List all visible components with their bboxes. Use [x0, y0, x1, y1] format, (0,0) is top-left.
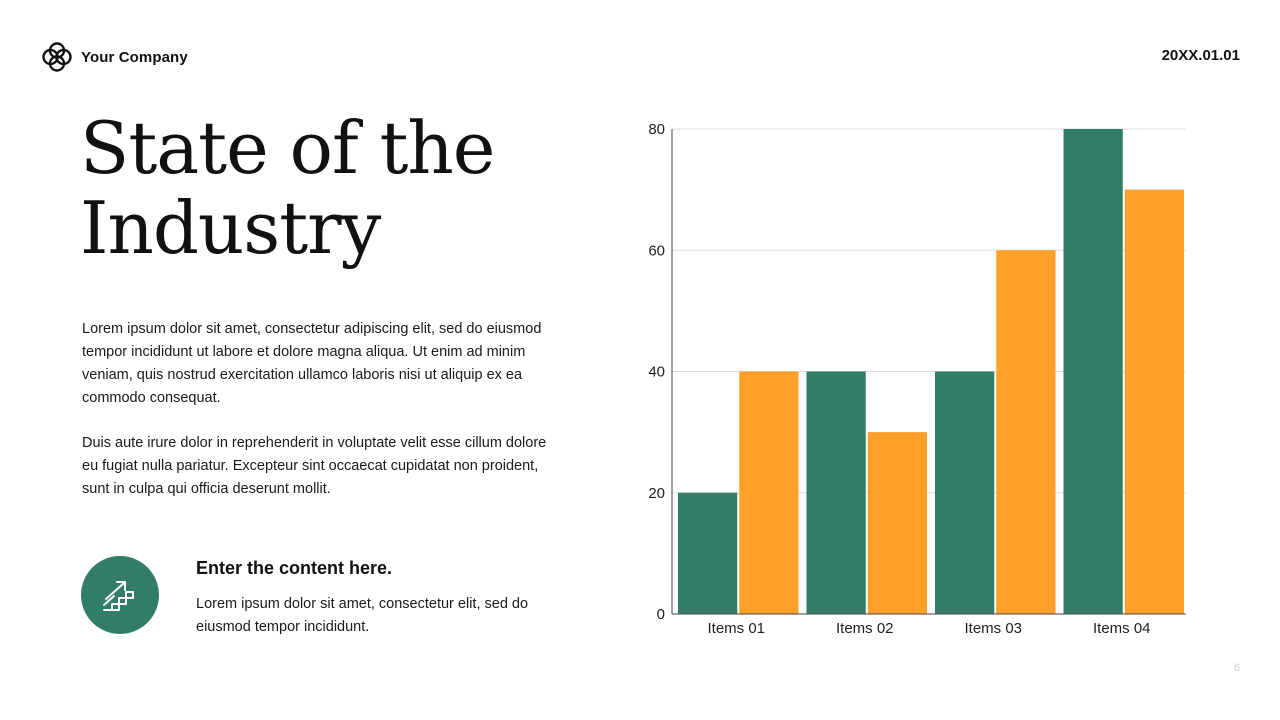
- x-tick-label: Items 02: [836, 620, 894, 637]
- y-tick-label: 40: [648, 364, 665, 381]
- title-line-2: Industry: [80, 186, 381, 270]
- bar: [1063, 129, 1123, 614]
- stairs-arrow-icon: [103, 581, 134, 611]
- y-tick-label: 20: [648, 485, 665, 502]
- y-tick-label: 0: [657, 606, 665, 623]
- bar: [739, 371, 799, 614]
- page-title: State of the Industry: [80, 108, 600, 268]
- bar: [996, 250, 1056, 614]
- info-title: Enter the content here.: [196, 558, 393, 578]
- bar: [806, 371, 866, 614]
- page-number: 6: [1233, 662, 1240, 674]
- company-name: Your Company: [81, 48, 188, 66]
- x-tick-label: Items 03: [964, 620, 1022, 637]
- body-paragraph-2: Duis aute irure dolor in reprehenderit i…: [82, 435, 547, 497]
- x-tick-label: Items 01: [707, 620, 765, 637]
- company-logo: Your Company: [40, 40, 188, 74]
- bar: [935, 371, 995, 614]
- date-label: 20XX.01.01: [1161, 47, 1240, 64]
- y-tick-label: 80: [648, 121, 665, 138]
- info-badge: [81, 556, 159, 634]
- bar: [678, 492, 738, 614]
- bar: [867, 432, 927, 614]
- info-text: Lorem ipsum dolor sit amet, consectetur …: [196, 596, 529, 635]
- x-tick-label: Items 04: [1093, 620, 1151, 637]
- bar: [1124, 189, 1184, 614]
- y-tick-label: 60: [648, 242, 665, 259]
- knot-logo-icon: [42, 42, 72, 72]
- title-line-1: State of the: [80, 106, 495, 190]
- body-paragraph-1: Lorem ipsum dolor sit amet, consectetur …: [82, 321, 542, 406]
